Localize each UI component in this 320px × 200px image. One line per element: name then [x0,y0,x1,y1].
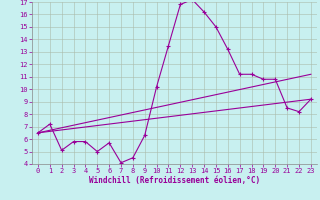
X-axis label: Windchill (Refroidissement éolien,°C): Windchill (Refroidissement éolien,°C) [89,176,260,185]
